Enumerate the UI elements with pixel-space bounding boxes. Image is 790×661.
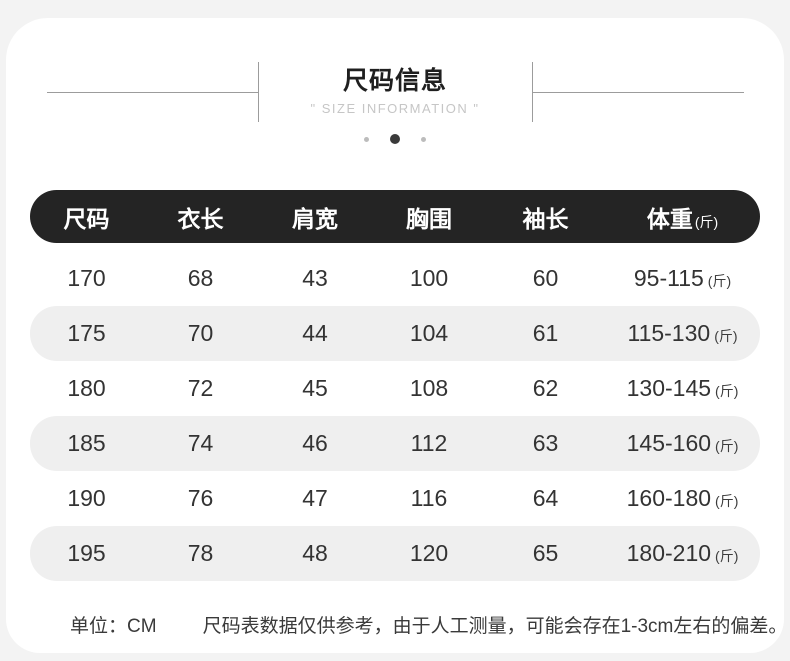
table-row: 185 74 46 112 63 145-160 (斤) bbox=[30, 416, 760, 471]
cell-weight: 95-115 (斤) bbox=[605, 265, 760, 292]
cell-weight: 160-180 (斤) bbox=[605, 485, 760, 512]
page-title: 尺码信息 bbox=[342, 67, 447, 95]
cell-length: 74 bbox=[187, 430, 214, 456]
weight-range: 145-160 bbox=[626, 430, 712, 456]
table-header-row: 尺码 衣长 肩宽 胸围 袖长 体重 (斤) bbox=[30, 190, 760, 243]
cell-size: 185 bbox=[67, 430, 106, 456]
cell-chest: 116 bbox=[410, 485, 448, 511]
weight-unit: (斤) bbox=[714, 328, 738, 344]
column-header-length: 衣长 bbox=[177, 205, 224, 232]
cell-length: 72 bbox=[187, 375, 214, 401]
table-row: 195 78 48 120 65 180-210 (斤) bbox=[30, 526, 760, 581]
title-block: 尺码信息 " SIZE INFORMATION " bbox=[257, 62, 533, 122]
cell-shoulder: 48 bbox=[302, 540, 328, 566]
cell-chest: 104 bbox=[409, 320, 449, 346]
table-row: 175 70 44 104 61 115-130 (斤) bbox=[30, 306, 760, 361]
section-header: 尺码信息 " SIZE INFORMATION " bbox=[6, 18, 784, 122]
cell-shoulder: 44 bbox=[302, 320, 328, 346]
size-table: 尺码 衣长 肩宽 胸围 袖长 体重 (斤) 170 68 43 100 60 95… bbox=[30, 190, 760, 581]
cell-length: 68 bbox=[187, 265, 214, 291]
cell-weight: 145-160 (斤) bbox=[605, 430, 760, 457]
cell-weight: 115-130 (斤) bbox=[605, 320, 760, 347]
divider-line-right bbox=[532, 91, 744, 93]
column-header-size: 尺码 bbox=[63, 205, 110, 232]
cell-length: 76 bbox=[187, 485, 214, 511]
cell-size: 175 bbox=[67, 320, 106, 346]
cell-size: 180 bbox=[67, 375, 106, 401]
cell-chest: 120 bbox=[409, 540, 449, 566]
footer-note: 单位：CM 尺码表数据仅供参考，由于人工测量，可能会存在1-3cm左右的偏差。 bbox=[30, 614, 787, 640]
weight-range: 115-130 bbox=[627, 320, 711, 346]
cell-sleeve: 64 bbox=[532, 485, 559, 511]
weight-unit: (斤) bbox=[715, 383, 739, 399]
pagination-dots bbox=[6, 134, 784, 144]
cell-chest: 108 bbox=[409, 375, 449, 401]
weight-unit-label: (斤) bbox=[694, 213, 719, 230]
pagination-dot bbox=[421, 136, 426, 142]
cell-shoulder: 45 bbox=[302, 375, 328, 401]
cell-sleeve: 63 bbox=[532, 430, 559, 456]
weight-unit: (斤) bbox=[707, 273, 732, 289]
cell-weight: 180-210 (斤) bbox=[605, 540, 760, 567]
weight-unit: (斤) bbox=[715, 493, 739, 509]
page-subtitle: " SIZE INFORMATION " bbox=[310, 101, 480, 116]
table-body: 170 68 43 100 60 95-115 (斤) 175 70 44 104… bbox=[30, 251, 760, 581]
size-info-card: 尺码信息 " SIZE INFORMATION " 尺码 衣长 肩宽 胸围 袖长… bbox=[6, 18, 787, 653]
column-header-sleeve: 袖长 bbox=[522, 205, 569, 232]
cell-sleeve: 60 bbox=[532, 265, 559, 291]
column-header-chest: 胸围 bbox=[406, 205, 452, 232]
cell-chest: 112 bbox=[410, 430, 448, 456]
table-row: 180 72 45 108 62 130-145 (斤) bbox=[30, 361, 760, 416]
cell-size: 170 bbox=[67, 265, 106, 291]
column-header-shoulder: 肩宽 bbox=[292, 205, 338, 232]
column-header-weight-label: 体重 bbox=[646, 205, 693, 232]
cell-shoulder: 47 bbox=[302, 485, 328, 511]
cell-length: 70 bbox=[187, 320, 214, 346]
cell-length: 78 bbox=[187, 540, 214, 566]
cell-shoulder: 43 bbox=[302, 265, 328, 291]
table-row: 190 76 47 116 64 160-180 (斤) bbox=[30, 471, 760, 526]
weight-range: 95-115 bbox=[633, 265, 704, 291]
cell-sleeve: 62 bbox=[532, 375, 559, 401]
weight-range: 180-210 bbox=[626, 540, 712, 566]
cell-chest: 100 bbox=[409, 265, 449, 291]
cell-size: 190 bbox=[67, 485, 106, 511]
weight-range: 130-145 bbox=[626, 375, 712, 401]
cell-shoulder: 46 bbox=[302, 430, 328, 456]
pagination-dot-active bbox=[390, 134, 400, 144]
weight-unit: (斤) bbox=[715, 548, 739, 564]
divider-line-left bbox=[46, 91, 258, 93]
cell-sleeve: 61 bbox=[532, 320, 559, 346]
pagination-dot bbox=[364, 136, 369, 142]
disclaimer-text: 尺码表数据仅供参考，由于人工测量，可能会存在1-3cm左右的偏差。 bbox=[202, 616, 788, 637]
unit-label: 单位：CM bbox=[70, 616, 157, 637]
weight-unit: (斤) bbox=[715, 438, 739, 454]
weight-range: 160-180 bbox=[626, 485, 712, 511]
table-row: 170 68 43 100 60 95-115 (斤) bbox=[30, 251, 760, 306]
cell-weight: 130-145 (斤) bbox=[605, 375, 760, 402]
cell-sleeve: 65 bbox=[532, 540, 559, 566]
cell-size: 195 bbox=[67, 540, 106, 566]
column-header-weight: 体重 (斤) bbox=[605, 200, 760, 234]
